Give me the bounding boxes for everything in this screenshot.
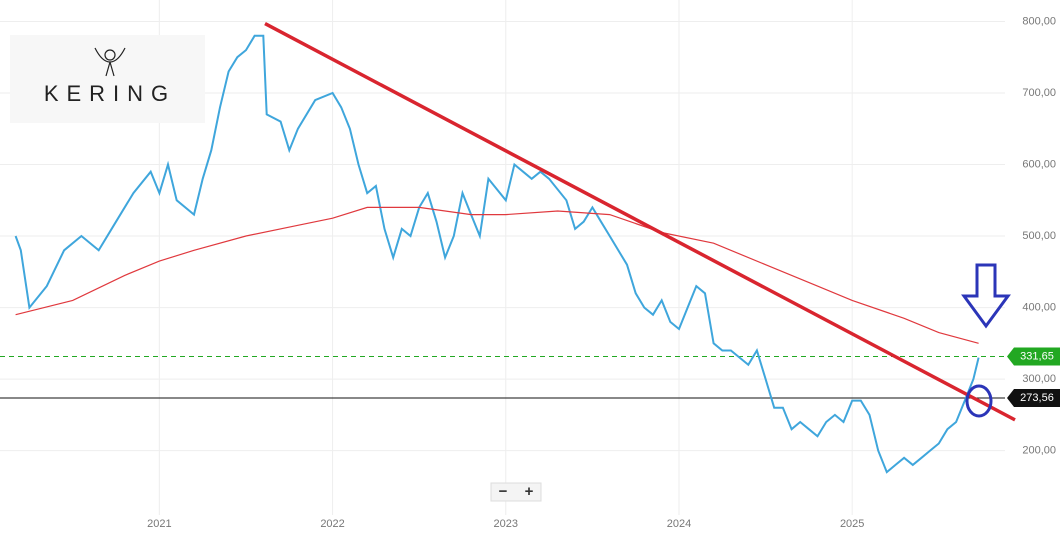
zoom-in[interactable]: + — [525, 483, 534, 500]
logo-box — [10, 35, 205, 123]
x-tick-label: 2022 — [320, 518, 344, 530]
price-badge — [1007, 389, 1060, 408]
y-tick-label: 600,00 — [1022, 158, 1056, 170]
price-line — [14, 34, 980, 474]
down-arrow — [961, 263, 1011, 329]
zoom-out[interactable]: − — [499, 483, 508, 500]
y-tick-label: 800,00 — [1022, 15, 1056, 27]
price-label: 331,65 — [1020, 350, 1054, 362]
moving-average — [15, 206, 979, 344]
y-tick-label: 700,00 — [1022, 87, 1056, 99]
logo-icon — [94, 47, 126, 77]
y-tick-label: 500,00 — [1022, 230, 1056, 242]
x-tick-label: 2021 — [147, 518, 171, 530]
y-tick-label: 300,00 — [1022, 373, 1056, 385]
y-tick-label: 200,00 — [1022, 445, 1056, 457]
y-tick-label: 400,00 — [1022, 301, 1056, 313]
zoom[interactable]: − + — [490, 482, 542, 502]
x-tick-label: 2024 — [667, 518, 691, 530]
zoom-box — [490, 482, 542, 502]
logo-text: KERING — [44, 81, 176, 106]
price-label: 273,56 — [1020, 392, 1054, 404]
x-tick-label: 2025 — [840, 518, 864, 530]
highlight-circle — [965, 384, 993, 418]
price-badge — [1007, 347, 1060, 366]
x-tick-label: 2023 — [494, 518, 518, 530]
trend-line — [264, 22, 1016, 422]
